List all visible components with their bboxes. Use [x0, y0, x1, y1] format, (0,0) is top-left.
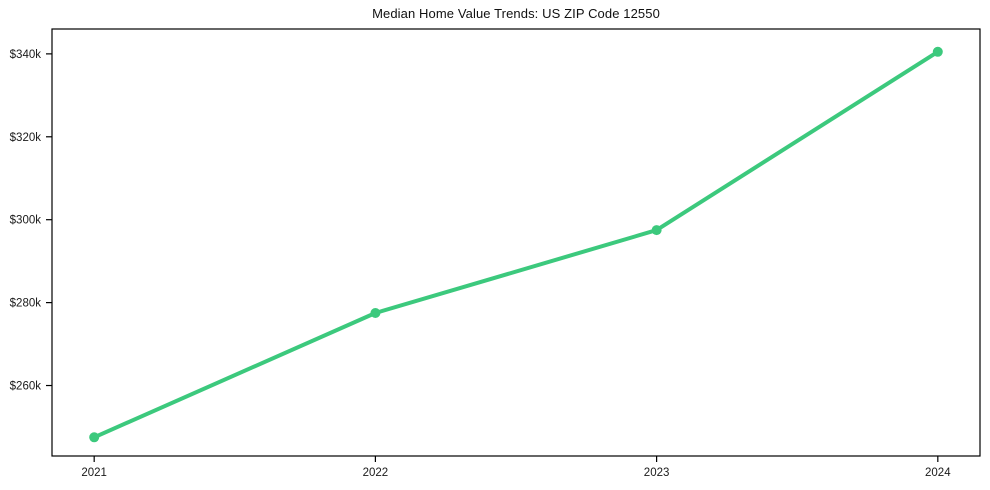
data-point-marker: [932, 46, 943, 57]
x-axis-tick-label: 2023: [644, 467, 670, 479]
y-axis-tick-label: $320k: [10, 132, 42, 144]
data-point-marker: [370, 308, 381, 318]
trend-line: [92, 49, 940, 440]
y-axis-tick-label: $280k: [10, 298, 42, 310]
chart-title: Median Home Value Trends: US ZIP Code 12…: [372, 6, 660, 21]
plot-border: [51, 28, 981, 457]
data-point-marker: [89, 432, 100, 443]
x-axis-tick-label: 2021: [81, 467, 107, 479]
y-axis-tick-label: $300k: [10, 215, 42, 227]
data-point-marker: [651, 225, 662, 236]
y-axis-tick-label: $340k: [10, 49, 42, 61]
x-axis-tick-label: 2022: [363, 467, 389, 479]
x-axis-tick-label: 2024: [925, 467, 951, 479]
y-axis-tick-label: $260k: [10, 381, 42, 393]
